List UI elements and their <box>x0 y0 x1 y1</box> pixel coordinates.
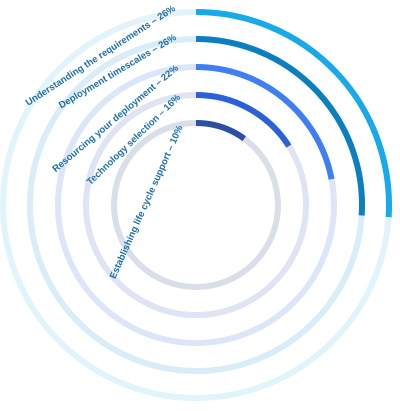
ring-arc <box>195 92 292 148</box>
ring-arc <box>195 64 335 180</box>
ring-arc <box>195 9 392 218</box>
ring-arc <box>195 120 246 142</box>
ring-arc <box>195 36 365 216</box>
